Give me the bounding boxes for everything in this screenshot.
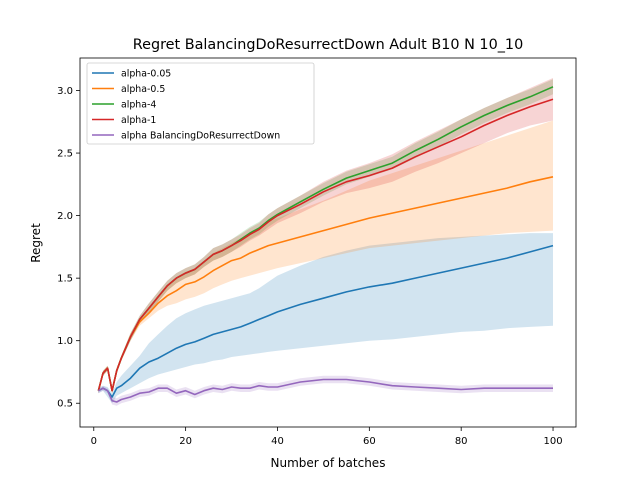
legend-label-4: alpha BalancingDoResurrectDown xyxy=(121,131,280,142)
x-tick-label: 20 xyxy=(179,436,192,447)
y-tick-label: 3.0 xyxy=(57,86,73,97)
line-series-4 xyxy=(98,378,553,403)
y-tick-label: 2.5 xyxy=(57,149,73,160)
legend-label-1: alpha-0.5 xyxy=(121,84,165,95)
legend: alpha-0.05 alpha-0.5 alpha-4 alpha-1 alpha B… xyxy=(86,62,315,145)
x-tick-label: 40 xyxy=(271,436,284,447)
chart-title: Regret BalancingDoResurrectDown Adult B1… xyxy=(133,37,524,53)
line-series-0 xyxy=(98,244,554,398)
band-series-1 xyxy=(98,120,554,394)
x-axis-label: Number of batches xyxy=(271,456,386,470)
y-tick-label: 0.5 xyxy=(57,399,73,410)
y-tick-label: 2.0 xyxy=(57,211,73,222)
band-series-4 xyxy=(98,375,554,406)
legend-label-0: alpha-0.05 xyxy=(121,69,171,80)
y-tick-label: 1.0 xyxy=(57,336,73,347)
plot-frame xyxy=(79,57,577,428)
legend-label-3: alpha-1 xyxy=(121,115,156,126)
band-series-0 xyxy=(98,233,554,404)
line-series-3 xyxy=(97,98,554,392)
confidence-bands xyxy=(98,78,554,406)
y-axis: 0.5 1.0 1.5 2.0 2.5 3.0 xyxy=(57,86,80,410)
y-axis-label: Regret xyxy=(29,223,43,263)
legend-box xyxy=(86,62,315,145)
x-tick-label: 60 xyxy=(363,436,376,447)
x-tick-label: 0 xyxy=(91,436,97,447)
x-tick-label: 100 xyxy=(543,436,562,447)
legend-label-2: alpha-4 xyxy=(121,100,156,111)
band-series-3 xyxy=(98,78,554,394)
x-axis: 0 20 40 60 80 100 xyxy=(91,427,563,447)
y-tick-label: 1.5 xyxy=(57,274,73,285)
series-lines xyxy=(97,86,554,403)
band-series-2 xyxy=(98,79,554,394)
x-tick-label: 80 xyxy=(455,436,468,447)
